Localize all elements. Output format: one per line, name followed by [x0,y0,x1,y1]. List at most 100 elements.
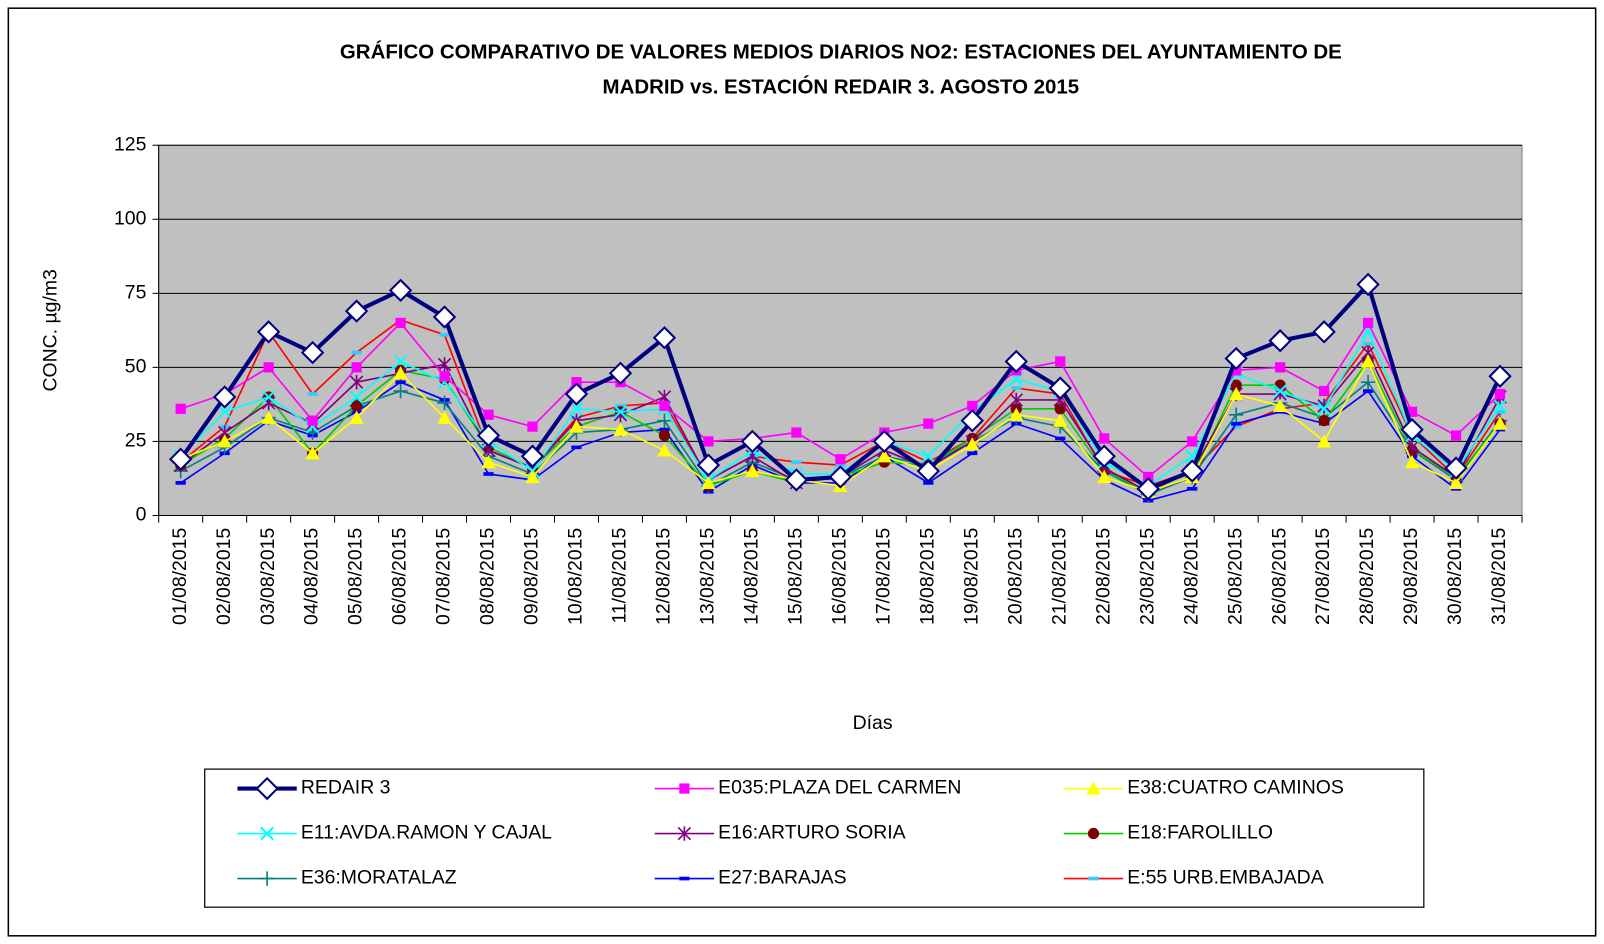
legend-marker [679,783,690,794]
data-point [1360,375,1376,390]
data-point [175,481,186,485]
data-point [520,444,545,468]
data-point [967,400,978,411]
data-point [1180,459,1204,483]
data-point [395,317,406,329]
x-tick-label: 04/08/2015 [301,528,323,625]
data-point [1136,477,1160,501]
legend-label: REDAIR 3 [301,777,391,799]
data-point [916,459,940,483]
x-tick-label: 01/08/2015 [169,528,191,625]
y-tick-label: 75 [125,281,147,303]
data-point [1317,401,1331,416]
data-point [1187,486,1198,491]
data-point [1143,471,1154,483]
data-point [256,320,281,344]
data-point [393,383,408,399]
legend-marker [1087,827,1100,840]
data-point [1360,354,1376,368]
data-point [217,434,232,448]
y-axis-label: CONC. µg/m3 [39,269,61,391]
data-point [1228,386,1244,401]
data-point [261,390,276,404]
data-point [1053,413,1068,427]
y-tick-label: 25 [125,430,147,452]
data-point [659,400,670,411]
data-point [1362,389,1374,393]
data-point [395,380,406,385]
data-point [923,481,934,485]
legend-label: E36:MORATALAZ [301,867,457,889]
data-point [175,403,186,414]
data-point [659,427,670,432]
data-point [1450,430,1462,441]
data-point [432,305,457,329]
data-point [1406,406,1418,417]
data-point [791,427,802,438]
data-point [658,429,671,442]
legend-label: E16:ARTURO SORIA [718,822,905,844]
data-point [1492,416,1508,430]
y-tick-label: 50 [125,355,147,377]
data-point [701,475,716,490]
data-point [703,436,714,447]
data-point [1316,434,1332,448]
x-tick-label: 25/08/2015 [1224,528,1246,625]
x-tick-label: 17/08/2015 [872,528,894,625]
x-tick-label: 13/08/2015 [697,528,719,625]
data-point [872,429,897,454]
data-point [835,454,846,465]
data-point [1187,436,1198,447]
chart-title: MADRID vs. ESTACIÓN REDAIR 3. AGOSTO 201… [603,74,1080,98]
data-point [1231,365,1242,376]
x-tick-label: 31/08/2015 [1488,528,1510,625]
data-point [960,409,984,433]
x-tick-label: 21/08/2015 [1048,528,1070,625]
x-tick-label: 16/08/2015 [828,528,850,625]
data-point [344,299,369,323]
data-point [437,410,452,424]
data-point [1362,341,1374,346]
data-point [1097,469,1112,484]
data-point [263,362,274,373]
x-tick-label: 28/08/2015 [1356,528,1378,625]
data-point [696,453,721,477]
data-point [439,332,450,337]
data-point [350,400,363,412]
data-point [791,460,802,464]
data-point [1272,398,1288,413]
data-point [483,409,494,420]
legend-label: E:55 URB.EMBAJADA [1127,867,1323,889]
data-point [745,463,760,478]
data-point [439,371,450,382]
data-point [305,446,320,460]
data-point [351,362,362,373]
data-point [615,404,626,408]
data-point [965,437,980,451]
data-point [527,421,538,432]
data-point [1048,376,1072,400]
legend-marker [679,876,690,881]
data-point [1404,454,1420,469]
data-point [877,449,892,463]
x-tick-label: 11/08/2015 [609,528,631,624]
x-tick-label: 20/08/2015 [1004,528,1026,625]
data-point [1004,349,1028,374]
data-point [1444,456,1468,480]
data-point [1494,409,1506,414]
legend-marker [260,826,274,841]
legend-label: E035:PLAZA DEL CARMEN [718,777,961,799]
data-point [657,443,672,457]
data-point [217,404,232,419]
data-point [437,395,452,411]
x-tick-label: 19/08/2015 [960,528,982,625]
data-point [569,419,584,433]
data-point [740,429,765,454]
legend-marker [255,776,279,801]
data-point [1273,384,1287,398]
data-point [1011,386,1022,390]
data-point [652,326,677,350]
data-point [657,413,672,428]
data-point [564,382,589,406]
